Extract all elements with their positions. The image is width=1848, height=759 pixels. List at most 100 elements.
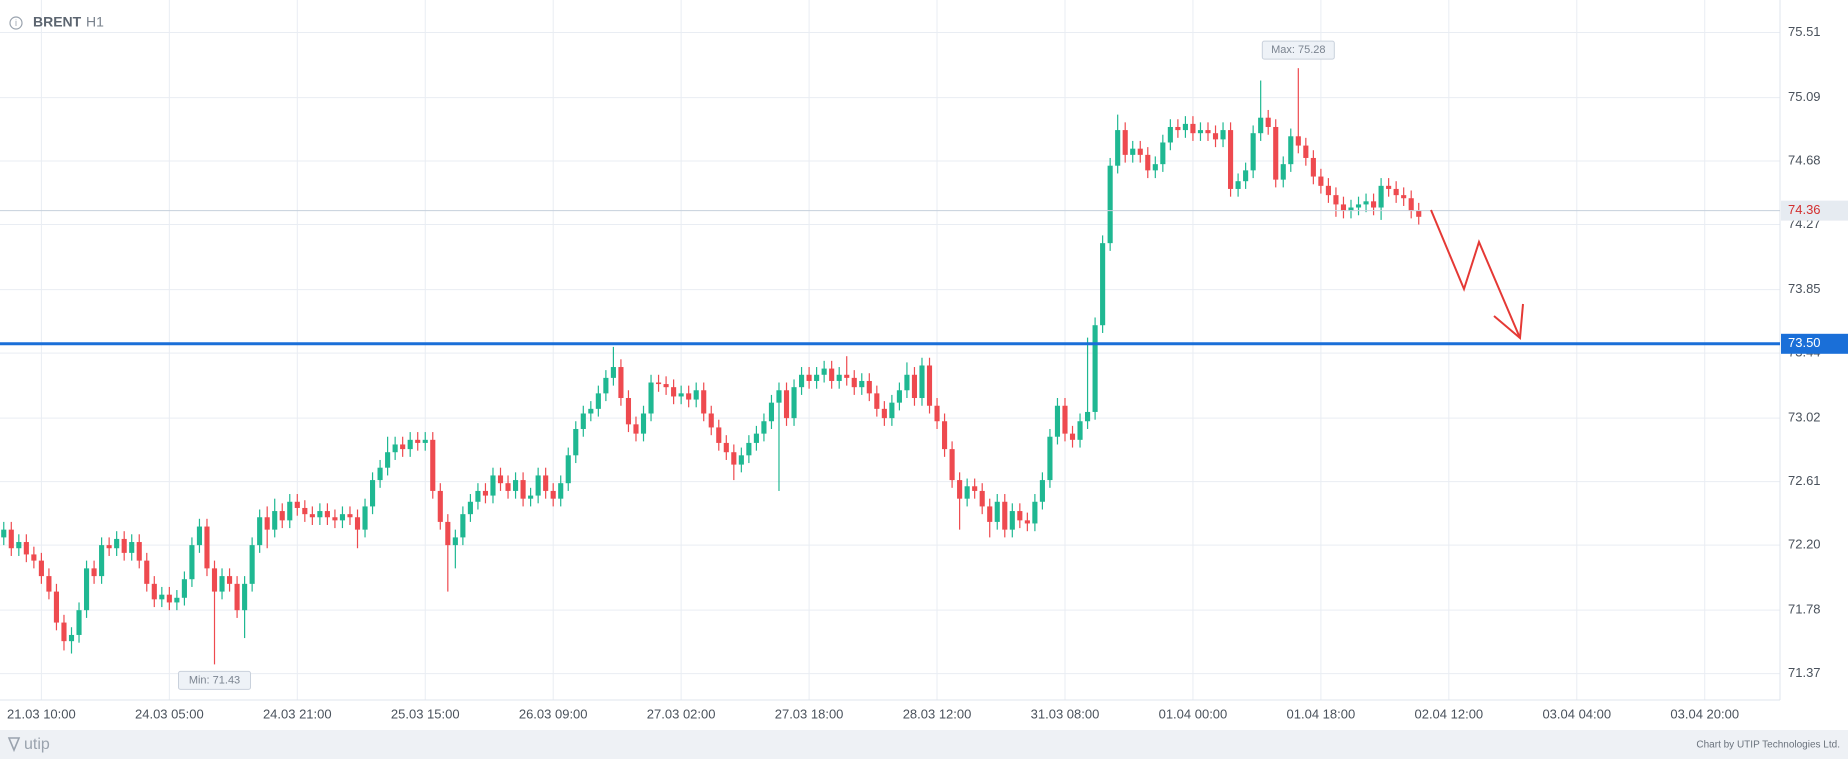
candle-body: [196, 526, 203, 546]
candle-body: [896, 390, 902, 403]
candle-body: [603, 377, 609, 394]
candle-body: [911, 374, 918, 399]
x-tick-label: 28.03 12:00: [903, 706, 972, 721]
candle-body: [83, 568, 90, 611]
candle-body: [1, 529, 7, 538]
candle-body: [1160, 142, 1166, 165]
candle-body: [8, 529, 14, 549]
candle-body: [851, 377, 857, 388]
candles: [1, 68, 1422, 665]
candle-body: [814, 374, 820, 381]
candle-body: [61, 622, 67, 642]
y-tick-label: 73.02: [1788, 410, 1821, 425]
candle-body: [738, 455, 744, 465]
y-tick-label: 75.09: [1788, 89, 1821, 104]
candle-body: [159, 594, 165, 600]
candle-body: [91, 568, 97, 577]
overlay: 74.36 73.50 Max: 75.28 Min: 71.43: [0, 40, 1848, 690]
credit: Chart by UTIP Technologies Ltd.: [1696, 740, 1840, 751]
candle-body: [701, 390, 707, 414]
candle-body: [1348, 207, 1354, 211]
max-label: Max: 75.28: [1271, 44, 1325, 56]
candle-body: [452, 537, 458, 546]
candle-body: [573, 428, 579, 456]
candle-body: [1386, 185, 1392, 189]
candle-body: [640, 413, 647, 434]
candle-body: [610, 367, 616, 378]
candle-body: [377, 467, 383, 481]
x-tick-label: 27.03 02:00: [647, 706, 716, 721]
max-label-box: [1261, 40, 1335, 60]
candle-body: [460, 514, 466, 538]
footer: [0, 730, 1848, 759]
candle-body: [558, 483, 564, 499]
candle-body: [1190, 123, 1196, 134]
candle-body: [302, 507, 308, 515]
candle-body: [99, 545, 105, 577]
candle-body: [234, 583, 240, 611]
candle-body: [881, 408, 887, 419]
candle-body: [1280, 164, 1286, 180]
candle-body: [369, 480, 376, 507]
candle-body: [430, 439, 436, 491]
candle-body: [68, 634, 75, 642]
candle-body: [550, 490, 556, 499]
candle-body: [1325, 185, 1331, 196]
candle-body: [1062, 405, 1068, 434]
x-tick-label: 27.03 18:00: [775, 706, 844, 721]
candle-body: [1024, 520, 1030, 524]
candle-body: [76, 610, 82, 635]
candle-body: [1243, 170, 1249, 182]
candle-body: [1047, 436, 1053, 481]
candle-body: [783, 390, 790, 419]
candle-body: [106, 545, 112, 549]
candle-body: [1363, 201, 1369, 205]
info-icon[interactable]: [9, 16, 23, 30]
candle-body: [1167, 126, 1173, 143]
candle-body: [505, 483, 511, 491]
candle-body: [994, 501, 1000, 522]
candle-body: [746, 442, 752, 456]
candle-body: [23, 542, 29, 555]
candle-body: [859, 380, 865, 388]
candle-body: [874, 393, 880, 409]
x-tick-label: 01.04 18:00: [1287, 706, 1356, 721]
candle-body: [595, 393, 601, 409]
candle-body: [678, 393, 684, 397]
candle-body: [1002, 501, 1008, 530]
candle-body: [987, 506, 993, 522]
candle-body: [753, 433, 759, 443]
candle-body: [189, 545, 195, 580]
candle-body: [543, 475, 549, 491]
candle-body: [686, 393, 692, 400]
candle-body: [181, 579, 187, 598]
candle-body: [580, 413, 586, 429]
candle-body: [942, 421, 948, 450]
candle-body: [972, 486, 978, 491]
candle-body: [490, 475, 496, 496]
x-tick-label: 01.04 00:00: [1159, 706, 1228, 721]
candle-body: [38, 560, 44, 577]
candle-body: [588, 408, 594, 414]
candle-body: [242, 583, 248, 611]
candle-body: [979, 490, 985, 507]
candle-body: [716, 427, 722, 443]
candle-body: [964, 486, 970, 499]
candle-body: [497, 475, 504, 484]
candle-body: [1333, 195, 1339, 205]
candle-body: [1092, 325, 1098, 412]
candle-body: [1378, 185, 1384, 208]
candle-body: [294, 501, 300, 508]
candle-body: [791, 387, 797, 419]
candle-body: [309, 514, 315, 518]
candle-body: [1182, 123, 1188, 131]
candle-body: [422, 439, 428, 443]
candle-body: [249, 545, 255, 584]
y-tick-label: 72.61: [1788, 473, 1821, 488]
candle-body: [151, 583, 157, 600]
candle-body: [1175, 126, 1181, 131]
candle-body: [279, 511, 285, 521]
candle-body: [1355, 204, 1362, 208]
candle-body: [1205, 130, 1211, 134]
